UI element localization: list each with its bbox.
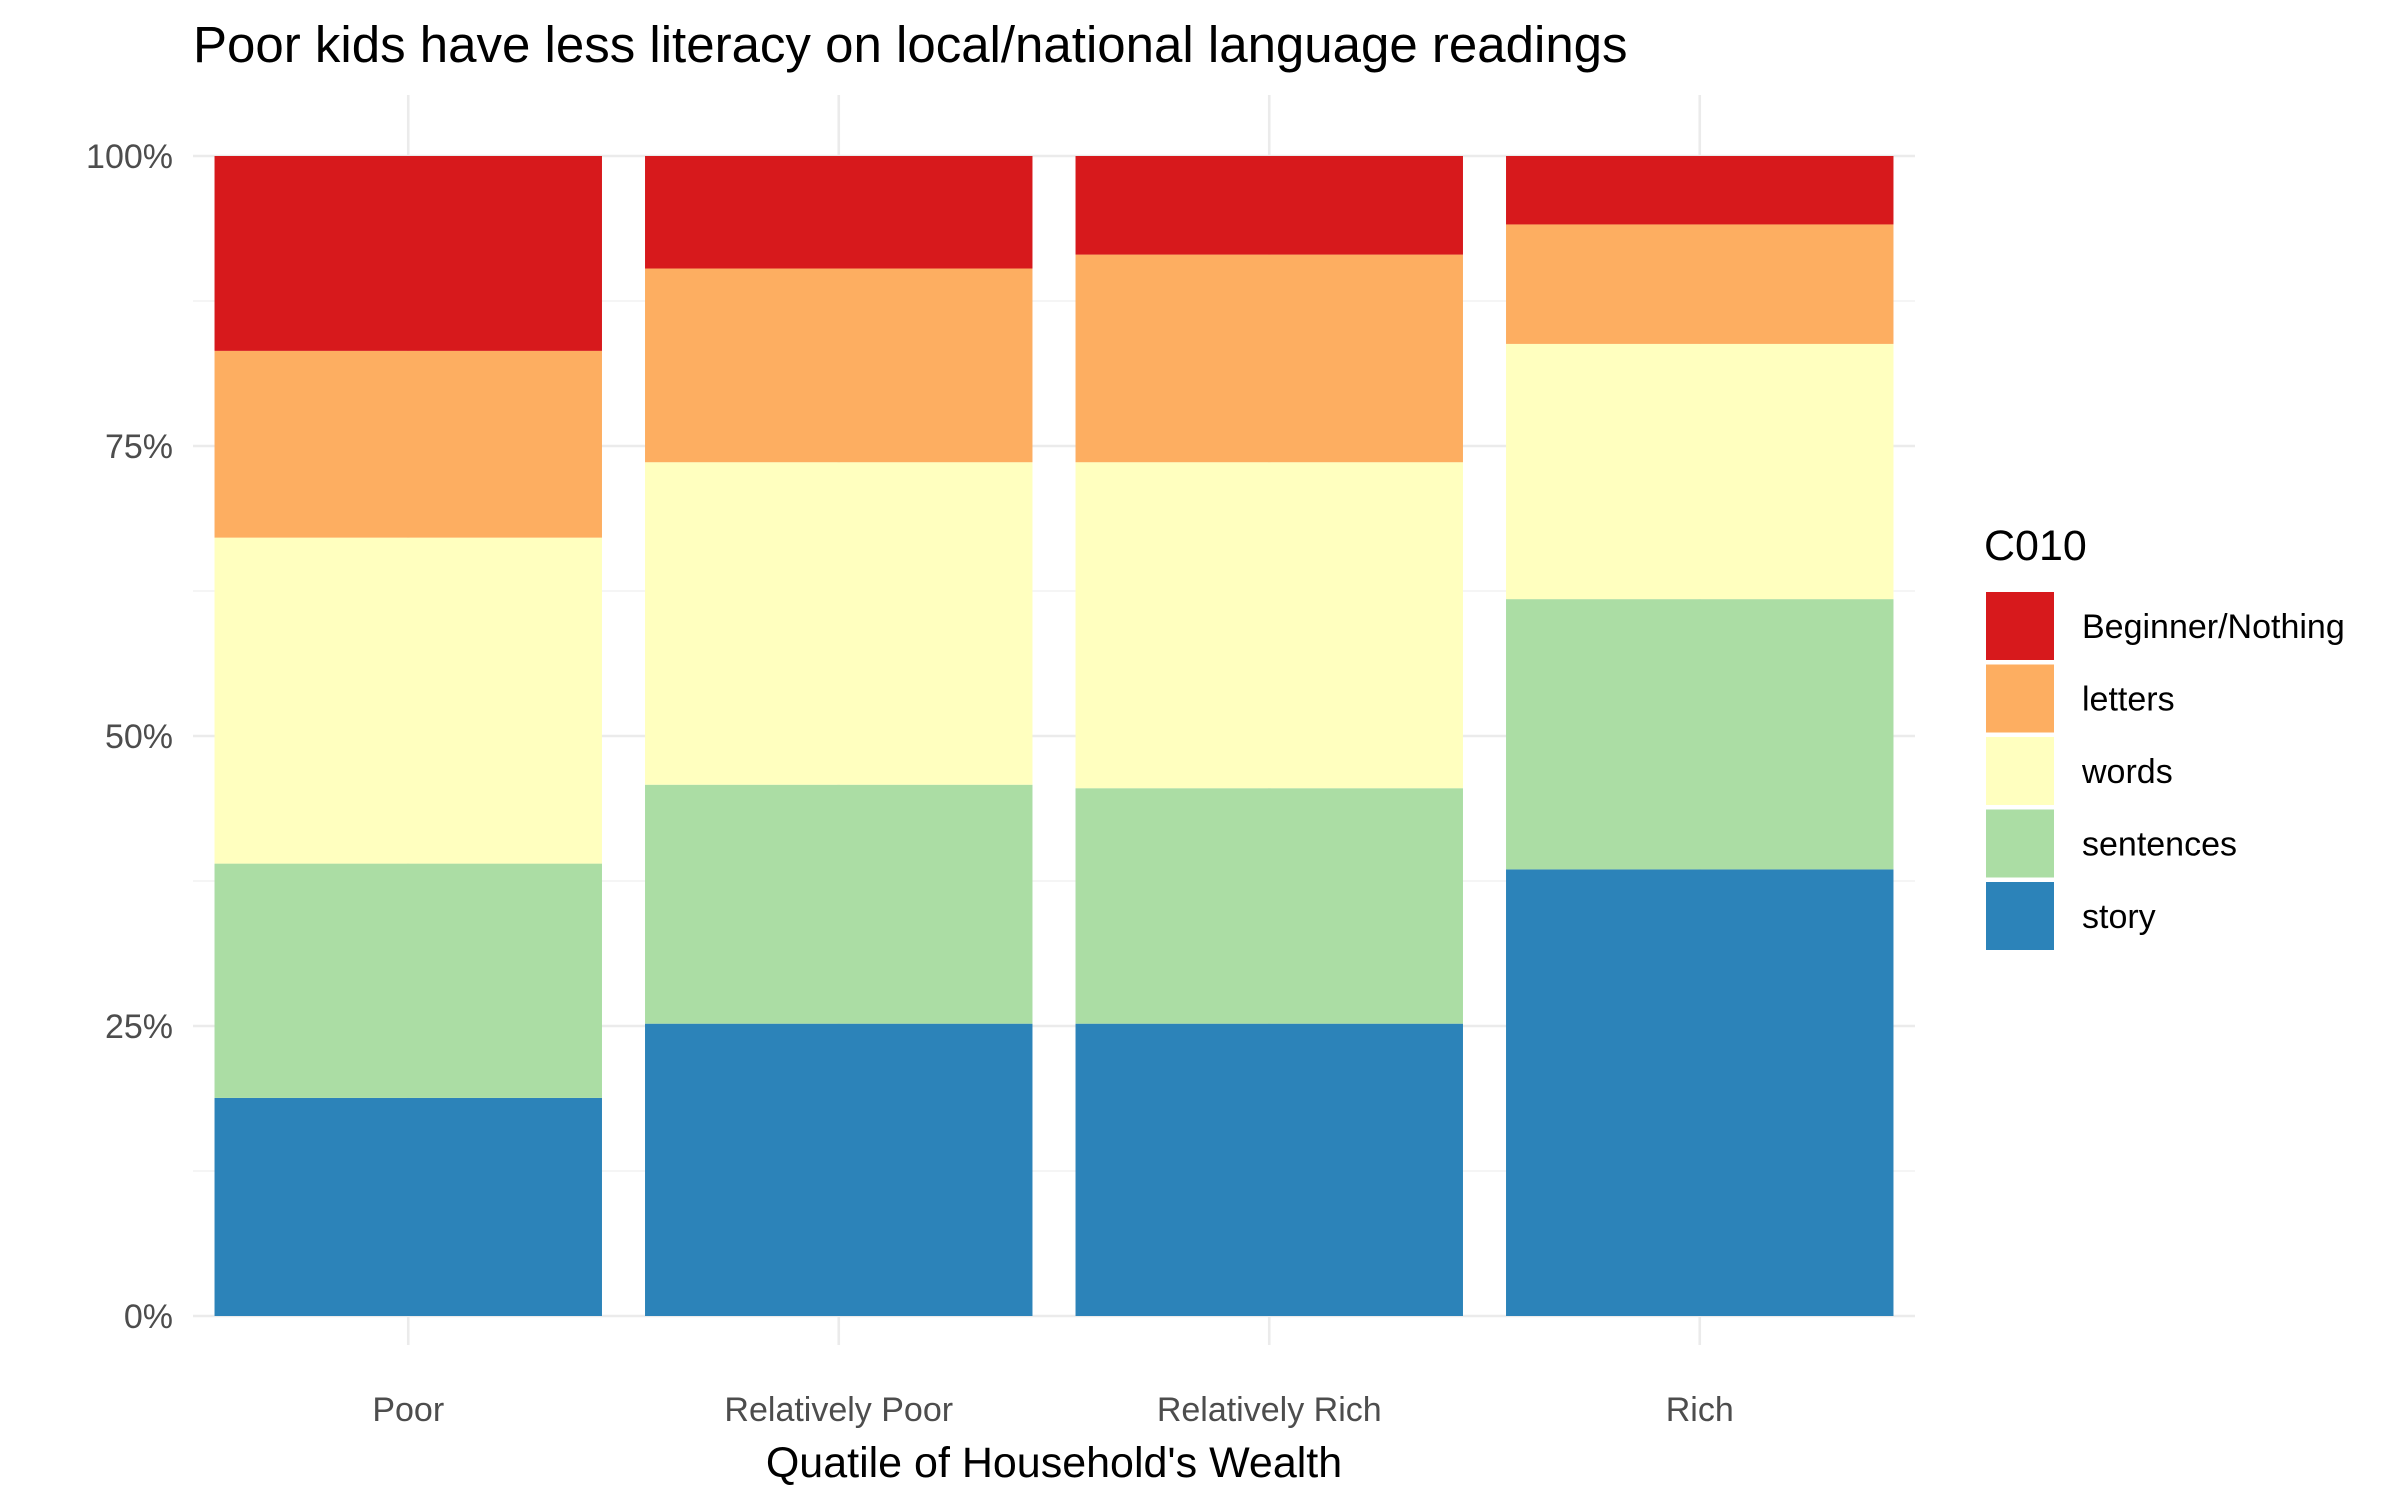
- x-tick-label: Rich: [1666, 1391, 1734, 1429]
- bar-poor-words: [214, 537, 602, 864]
- y-tick-label: 100%: [86, 138, 173, 176]
- y-tick-label: 50%: [105, 718, 173, 756]
- bar-relatively-poor-beginner-nothing: [645, 156, 1033, 269]
- legend-key-letters: [1986, 664, 2054, 733]
- x-tick-label: Poor: [372, 1391, 444, 1429]
- legend-label-words: words: [2081, 753, 2173, 791]
- y-tick-label: 0%: [124, 1298, 173, 1336]
- legend-label-letters: letters: [2082, 681, 2175, 719]
- legend-label-sentences: sentences: [2082, 826, 2237, 864]
- chart-title: Poor kids have less literacy on local/na…: [193, 16, 1628, 73]
- x-tick-label: Relatively Rich: [1157, 1391, 1382, 1429]
- legend-key-story: [1986, 882, 2054, 950]
- bar-rich-letters: [1506, 224, 1894, 344]
- y-tick-label: 25%: [105, 1008, 173, 1046]
- legend-title: C010: [1984, 522, 2087, 570]
- bars: [214, 156, 1894, 1316]
- x-axis-ticks: Poor Relatively Poor Relatively Rich Rich: [372, 1391, 1733, 1429]
- legend-key-sentences: [1986, 809, 2054, 878]
- bar-poor-letters: [214, 350, 602, 538]
- x-axis-title: Quatile of Household's Wealth: [766, 1439, 1342, 1487]
- bar-relatively-poor-sentences: [645, 784, 1033, 1024]
- bar-relatively-rich-beginner-nothing: [1075, 156, 1463, 255]
- bar-relatively-rich-letters: [1075, 254, 1463, 463]
- bar-rich-sentences: [1506, 599, 1894, 870]
- bar-rich-beginner-nothing: [1506, 156, 1894, 225]
- bar-rich-words: [1506, 343, 1894, 600]
- bar-poor-story: [214, 1097, 602, 1316]
- legend: C010 Beginner/Nothing letters words sentenc…: [1984, 522, 2345, 950]
- bar-poor-beginner-nothing: [214, 156, 602, 351]
- bar-relatively-poor-words: [645, 462, 1033, 785]
- legend-label-beginner-nothing: Beginner/Nothing: [2082, 608, 2345, 646]
- bar-relatively-rich-words: [1075, 462, 1463, 789]
- bar-relatively-poor-letters: [645, 268, 1033, 463]
- legend-label-story: story: [2082, 898, 2156, 936]
- bar-relatively-poor-story: [645, 1023, 1033, 1316]
- bar-poor-sentences: [214, 863, 602, 1098]
- legend-key-beginner-nothing: [1986, 592, 2054, 660]
- bar-relatively-rich-sentences: [1075, 788, 1463, 1024]
- x-tick-label: Relatively Poor: [724, 1391, 953, 1429]
- y-tick-label: 75%: [105, 428, 173, 466]
- bar-relatively-rich-story: [1075, 1023, 1463, 1316]
- bar-rich-story: [1506, 869, 1894, 1316]
- legend-key-words: [1986, 737, 2054, 805]
- y-axis-ticks: 0% 25% 50% 75% 100%: [86, 138, 173, 1336]
